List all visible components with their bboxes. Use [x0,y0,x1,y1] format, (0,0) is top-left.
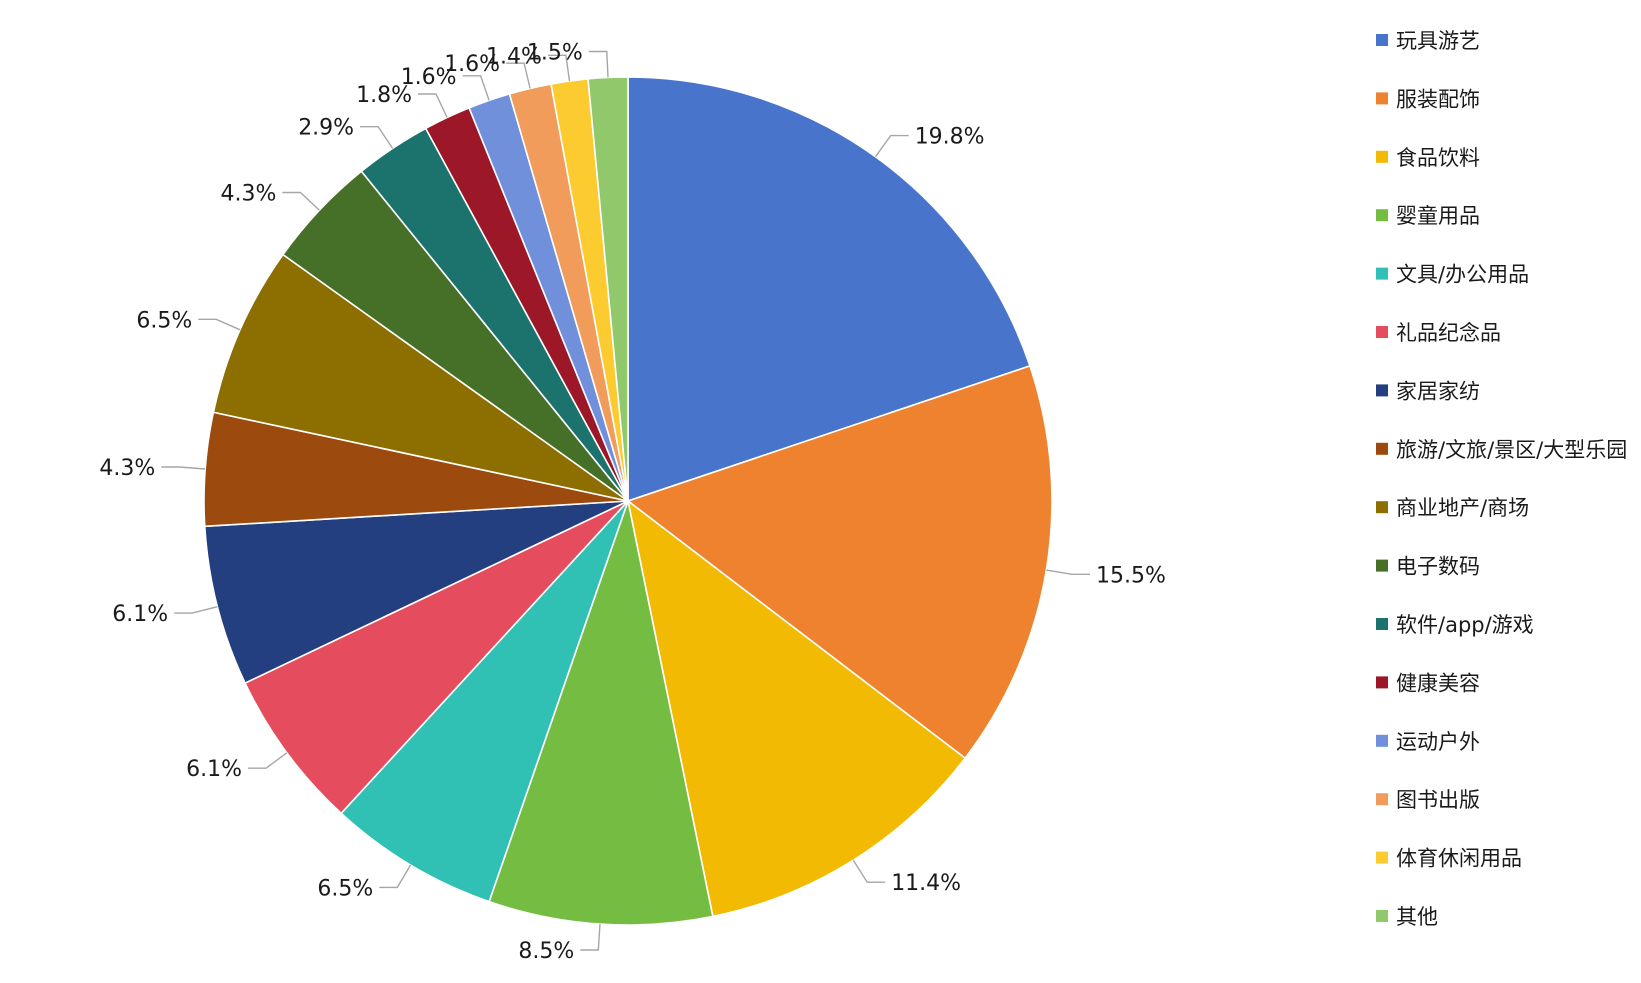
leader-line-14 [547,54,571,82]
leader-line-7 [161,466,206,470]
data-label-8: 6.5% [136,308,192,333]
pie-slice-4 [340,500,629,903]
pie-slice-8 [212,253,629,502]
data-label-11: 1.8% [356,83,412,108]
data-label-13: 1.6% [444,52,500,77]
legend-item-15: 其他 [1376,905,1438,929]
leader-line-11 [418,93,448,118]
legend-item-1: 服装配饰 [1376,87,1480,111]
pie-slice-1 [626,364,1053,760]
legend-item-9: 电子数码 [1376,555,1480,579]
data-labels: 19.8% 15.5% 11.4% 8.5% 6.5% 6.1% 6.1% 4.3% 6.5% 4… [99,41,1165,965]
legend-item-6: 家居家纺 [1376,379,1480,403]
leader-line-13 [506,62,531,89]
data-label-3: 8.5% [518,939,574,964]
legend-label-13: 图书出版 [1396,788,1480,812]
legend-item-10: 软件/app/游戏 [1376,613,1534,637]
legend-swatch-12 [1376,734,1388,747]
legend-swatch-14 [1376,851,1388,864]
data-label-6: 6.1% [112,602,168,627]
leader-line-10 [360,125,394,149]
leader-line-8 [198,318,241,331]
legend-swatch-13 [1376,793,1388,806]
legend-item-0: 玩具游艺 [1376,29,1480,53]
legend-item-2: 食品饮料 [1376,146,1480,170]
legend-swatch-6 [1376,384,1388,397]
legend-item-3: 婴童用品 [1376,204,1480,228]
pie-slice-2 [626,499,967,918]
legend-label-4: 文具/办公用品 [1396,263,1529,287]
legend-label-10: 软件/app/游戏 [1396,613,1534,637]
data-label-9: 4.3% [220,182,276,207]
leader-line-2 [852,859,886,883]
label-leader-lines [161,50,1090,951]
legend-item-12: 运动户外 [1376,730,1480,754]
legend-swatch-7 [1376,442,1388,455]
legend-label-15: 其他 [1396,905,1438,929]
legend-item-14: 体育休闲用品 [1376,847,1522,871]
pie-slices [203,76,1053,926]
legend-swatch-15 [1376,910,1388,922]
leader-line-3 [580,924,601,951]
data-label-10: 2.9% [298,116,354,141]
leader-line-5 [248,752,288,769]
legend-label-2: 食品饮料 [1396,146,1480,170]
leader-line-12 [462,75,490,101]
legend-swatch-1 [1376,92,1388,105]
legend-swatch-0 [1376,34,1388,46]
legend-item-5: 礼品纪念品 [1376,321,1501,345]
legend-label-1: 服装配饰 [1396,87,1480,111]
legend-swatch-4 [1376,267,1388,280]
leader-line-9 [282,191,320,211]
legend-swatch-11 [1376,676,1388,689]
data-label-1: 15.5% [1096,563,1166,588]
legend-label-0: 玩具游艺 [1396,29,1480,53]
data-label-15: 1.5% [527,41,583,66]
legend-item-4: 文具/办公用品 [1376,263,1529,287]
legend-item-8: 商业地产/商场 [1376,496,1529,520]
leader-line-1 [1046,569,1090,575]
legend-label-12: 运动户外 [1396,730,1480,754]
data-label-12: 1.6% [401,65,457,90]
pie-slice-0 [627,76,1031,503]
legend-label-9: 电子数码 [1396,555,1480,579]
data-label-5: 6.1% [186,757,242,782]
legend: 玩具游艺服装配饰食品饮料婴童用品文具/办公用品礼品纪念品家居家纺旅游/文旅/景区… [1376,29,1627,929]
leader-line-4 [379,864,412,889]
data-label-4: 6.5% [317,876,373,901]
legend-swatch-10 [1376,618,1388,630]
legend-item-13: 图书出版 [1376,788,1480,812]
legend-label-14: 体育休闲用品 [1396,847,1522,871]
legend-label-7: 旅游/文旅/景区/大型乐园 [1396,438,1627,462]
legend-item-11: 健康美容 [1376,671,1480,695]
legend-label-6: 家居家纺 [1396,379,1480,403]
legend-label-11: 健康美容 [1396,671,1480,695]
pie-slice-3 [488,497,714,926]
legend-swatch-2 [1376,150,1388,163]
legend-label-5: 礼品纪念品 [1396,321,1501,345]
legend-item-7: 旅游/文旅/景区/大型乐园 [1376,438,1627,462]
data-label-14: 1.4% [486,44,542,69]
data-label-7: 4.3% [99,456,155,481]
leader-line-0 [874,134,909,158]
leader-line-6 [174,606,218,614]
data-label-2: 11.4% [891,871,961,896]
legend-label-8: 商业地产/商场 [1396,496,1529,520]
legend-swatch-3 [1376,209,1388,222]
data-label-0: 19.8% [915,125,985,150]
legend-label-3: 婴童用品 [1396,204,1480,228]
legend-swatch-5 [1376,326,1388,338]
leader-line-15 [588,50,609,78]
legend-swatch-9 [1376,559,1388,572]
legend-swatch-8 [1376,501,1388,514]
